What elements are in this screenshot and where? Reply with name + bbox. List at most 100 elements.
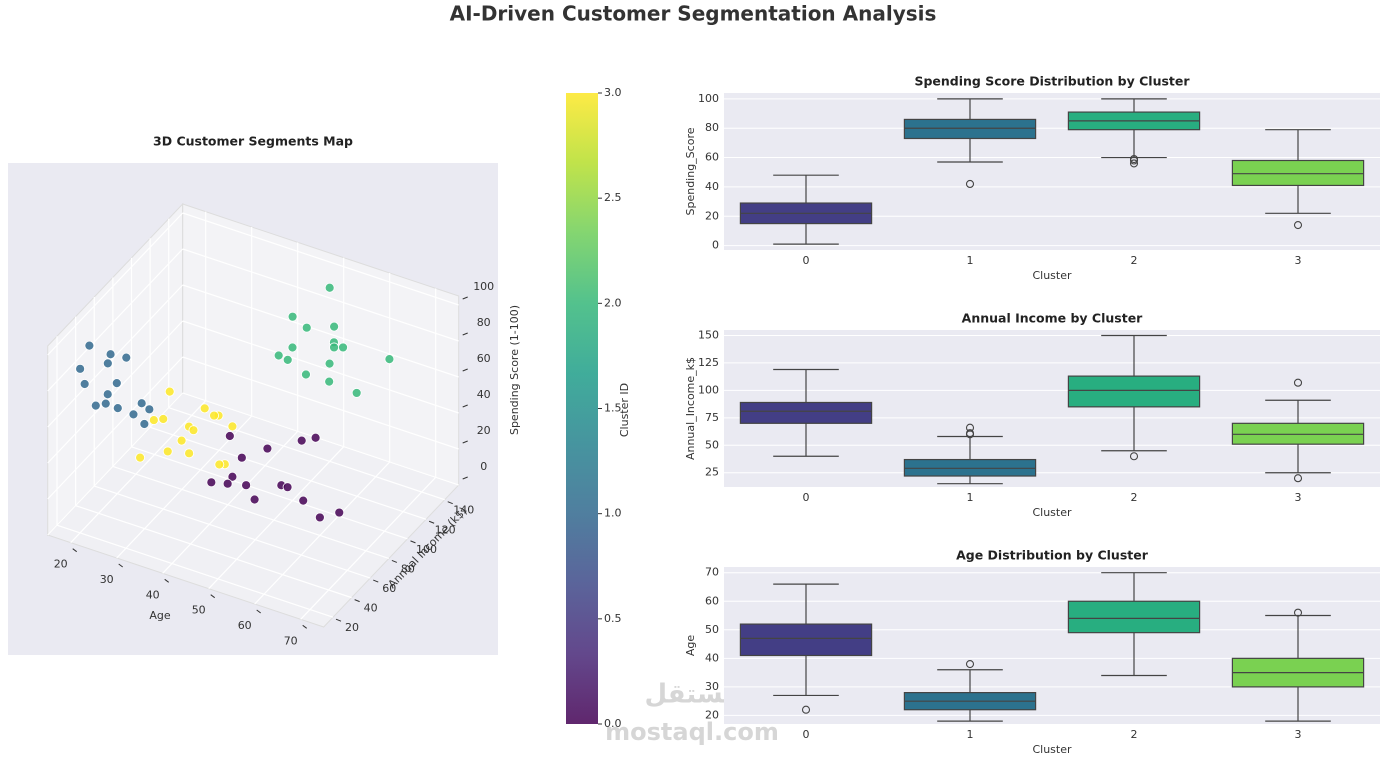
chart-title: Spending Score Distribution by Cluster	[914, 74, 1190, 89]
data-point	[329, 321, 340, 332]
grid-line	[162, 430, 299, 574]
data-point	[102, 389, 113, 400]
tick-mark	[462, 296, 468, 300]
data-point	[102, 358, 113, 369]
tick-label: 1.0	[604, 507, 622, 520]
x-tick-label: 2	[1131, 491, 1138, 504]
tick-mark	[410, 540, 416, 544]
x-tick-label: 1	[967, 491, 974, 504]
tick-label: 60	[238, 619, 252, 632]
box	[739, 623, 873, 657]
data-point	[324, 376, 335, 387]
data-point	[351, 388, 362, 398]
x-tick-label: 0	[803, 254, 810, 267]
x-tick-label: 3	[1295, 728, 1302, 741]
tick-label: 80	[401, 562, 415, 575]
tick-label: 40	[477, 388, 491, 401]
z-axis-label: Spending Score (1-100)	[508, 305, 521, 435]
grid-line	[47, 212, 184, 356]
tick-label: 20	[477, 424, 491, 437]
data-point	[199, 403, 210, 414]
grid-line	[94, 485, 371, 579]
tick-label: 140	[453, 504, 474, 517]
data-point	[144, 404, 155, 415]
tick-mark	[462, 476, 468, 480]
y-tick-label: 40	[705, 180, 719, 193]
figure-title: AI-Driven Customer Segmentation Analysis	[450, 2, 937, 26]
data-point	[241, 480, 252, 491]
data-point	[384, 354, 395, 365]
data-point	[100, 398, 111, 409]
y-tick-label: 100	[698, 383, 719, 396]
tick-mark	[462, 404, 468, 408]
tick-label: 120	[435, 523, 456, 536]
tick-label: 60	[382, 582, 396, 595]
tick-label: 3.0	[604, 86, 622, 99]
data-point	[287, 342, 298, 353]
tick-label: 2.5	[604, 191, 622, 204]
data-point	[310, 432, 321, 443]
y-tick-label: 20	[705, 708, 719, 721]
data-point	[105, 349, 116, 360]
data-point	[324, 358, 335, 369]
data-point	[236, 452, 247, 463]
data-point	[222, 478, 233, 489]
chart-title: Age Distribution by Cluster	[956, 548, 1149, 563]
grid-line	[182, 212, 459, 306]
tick-mark	[354, 599, 360, 603]
y-tick-label: 50	[705, 623, 719, 636]
data-point	[301, 369, 311, 380]
outlier	[1293, 608, 1303, 617]
data-point	[324, 282, 335, 293]
x-tick-label: 0	[803, 728, 810, 741]
grid-line	[182, 284, 459, 378]
grid-line	[182, 320, 459, 414]
box	[1067, 375, 1201, 408]
tick-mark	[302, 624, 308, 629]
data-point	[301, 322, 312, 333]
y-tick-label: 20	[705, 209, 719, 222]
x-tick-label: 1	[967, 254, 974, 267]
x-tick-label: 1	[967, 728, 974, 741]
grid-line	[182, 392, 459, 486]
tick-label: 60	[477, 352, 491, 365]
x-axis-label: Age	[149, 609, 171, 622]
outlier	[1293, 474, 1303, 483]
data-point	[176, 435, 187, 446]
data-point	[162, 446, 173, 457]
data-point	[287, 311, 298, 322]
data-point	[75, 363, 86, 374]
x-tick-label: 3	[1295, 254, 1302, 267]
x-axis-label: Cluster	[1032, 506, 1072, 519]
data-point	[334, 507, 345, 518]
watermark: مستقل	[644, 680, 739, 710]
outlier	[965, 660, 975, 669]
data-point	[262, 443, 273, 454]
data-point	[296, 435, 307, 446]
grid-line	[47, 284, 184, 428]
tick-label: 40	[146, 588, 160, 601]
outlier	[1129, 452, 1139, 461]
tick-mark	[210, 594, 215, 599]
data-point	[112, 403, 123, 414]
outlier	[965, 179, 975, 189]
tick-label: 100	[473, 280, 494, 293]
outlier	[1129, 154, 1139, 164]
y-tick-label: 25	[705, 466, 719, 479]
data-point	[206, 477, 217, 488]
y-tick-label: 150	[698, 328, 719, 341]
tick-label: 50	[192, 604, 206, 617]
tick-mark	[118, 563, 123, 568]
grid-line	[47, 248, 184, 392]
data-point	[164, 386, 175, 397]
tick-label: 0	[480, 460, 487, 473]
y-tick-label: 60	[705, 151, 719, 164]
colorbar-label: Cluster ID	[618, 383, 631, 437]
data-point	[128, 409, 139, 420]
x-tick-label: 2	[1131, 254, 1138, 267]
y-axis-label: Annual_Income_k$	[684, 357, 697, 460]
data-point	[338, 342, 348, 353]
tick-label: 70	[284, 634, 298, 647]
tick-label: 20	[54, 558, 68, 571]
grid-line	[47, 356, 184, 500]
